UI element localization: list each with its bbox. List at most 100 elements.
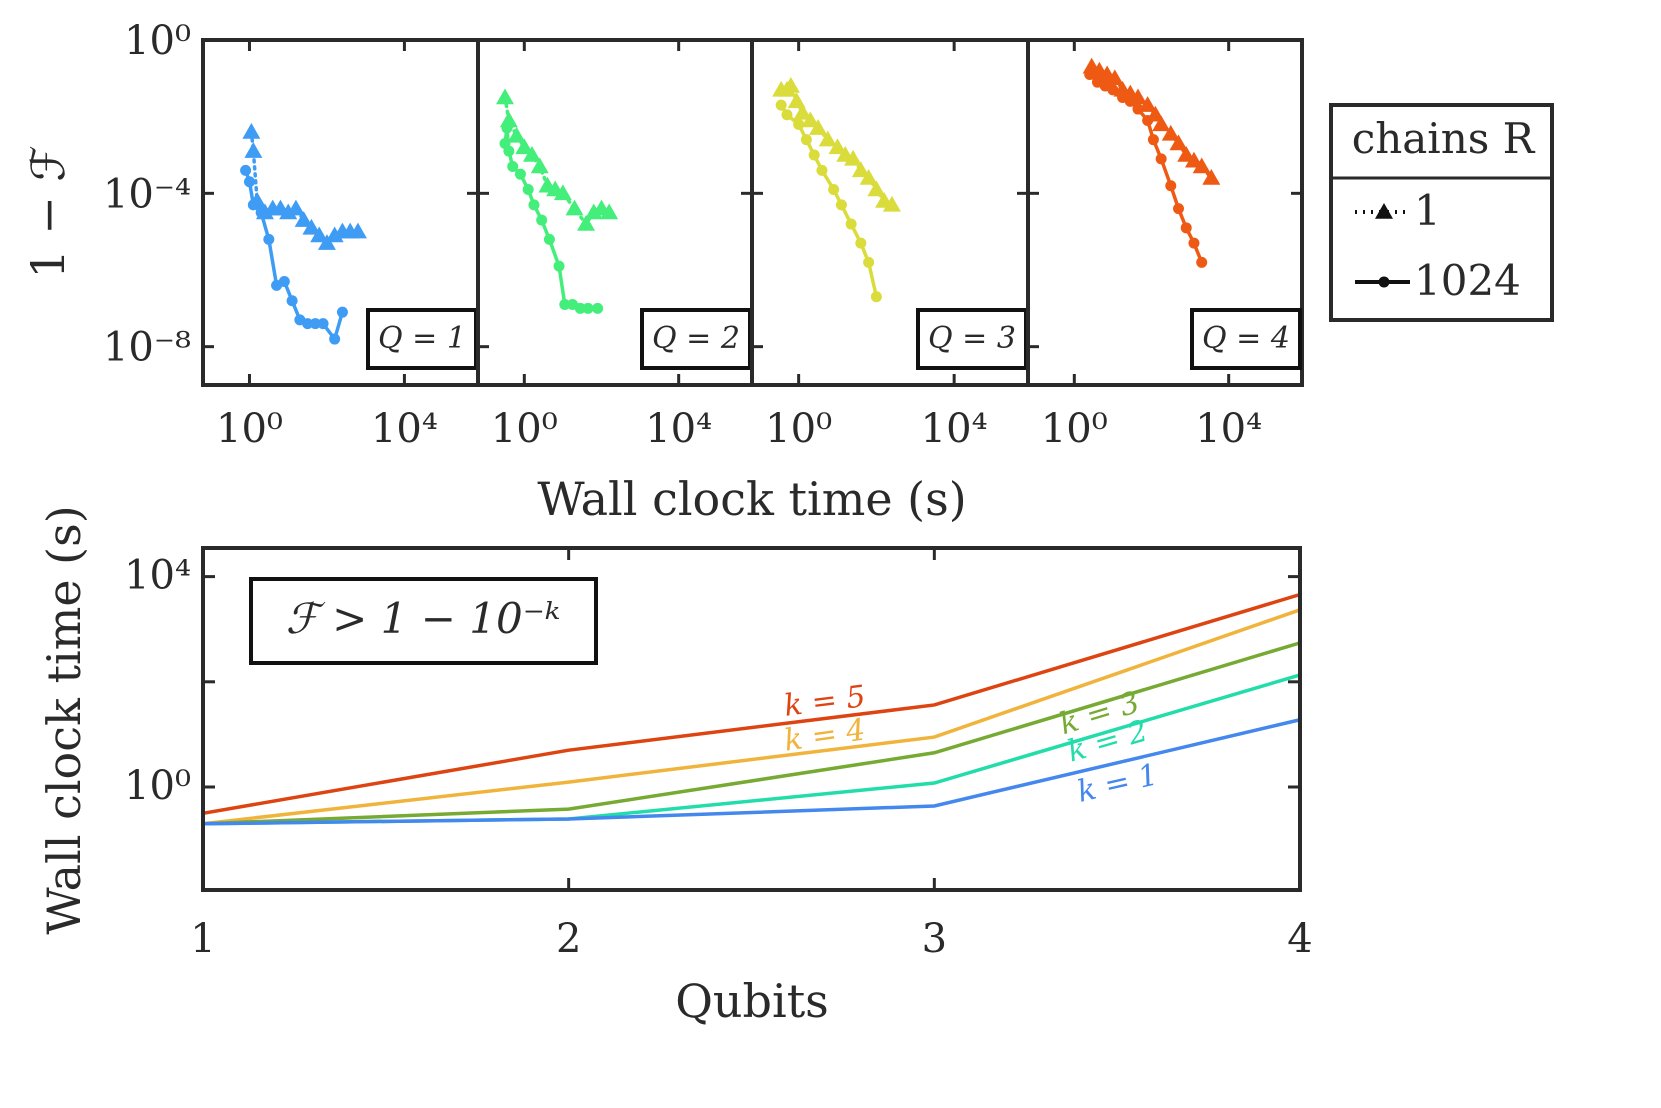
marker-triangle: [867, 180, 886, 197]
panel-annotation: Q = 1: [378, 321, 466, 356]
marker-triangle: [294, 211, 313, 227]
marker-triangle: [882, 195, 901, 212]
marker-circle: [1155, 153, 1167, 165]
marker-circle: [302, 318, 314, 330]
marker-triangle: [809, 119, 828, 135]
x-tick-label: 10⁰: [1041, 406, 1108, 452]
marker-triangle: [1202, 169, 1221, 185]
marker-circle: [592, 302, 604, 314]
marker-circle: [255, 207, 267, 219]
marker-circle: [816, 164, 828, 176]
marker-circle: [1378, 276, 1390, 288]
x-axis-label: Wall clock time (s): [537, 472, 966, 526]
y-tick-label: 10⁰: [124, 763, 191, 809]
marker-triangle: [1152, 115, 1171, 132]
marker-triangle: [577, 215, 596, 231]
plot-frame: [201, 546, 1302, 892]
annotation-box: [640, 308, 752, 370]
y-tick-label: 10⁰: [124, 18, 191, 64]
marker-triangle: [781, 76, 800, 93]
marker-triangle: [242, 123, 261, 139]
marker-triangle: [244, 142, 263, 158]
marker-circle: [1188, 237, 1200, 249]
marker-triangle: [530, 157, 549, 174]
x-tick-label: 10⁴: [371, 406, 438, 452]
marker-circle: [536, 214, 548, 226]
marker-circle: [501, 122, 513, 134]
marker-triangle: [286, 199, 305, 216]
legend-box: [1329, 103, 1554, 322]
marker-triangle: [844, 149, 863, 166]
marker-circle: [1165, 180, 1177, 192]
marker-triangle: [522, 146, 541, 162]
marker-circle: [775, 99, 787, 111]
marker-circle: [1196, 256, 1208, 268]
marker-circle: [835, 199, 847, 211]
series-line: [243, 168, 345, 343]
y-tick-label: 10⁻⁸: [103, 325, 191, 371]
panel-annotation: Q = 2: [652, 321, 740, 356]
marker-triangle: [496, 88, 515, 105]
marker-triangle: [828, 138, 847, 155]
marker-circle: [507, 161, 519, 173]
marker-circle: [1147, 134, 1159, 146]
marker-triangle: [348, 222, 367, 239]
marker-circle: [286, 295, 298, 307]
marker-circle: [574, 302, 586, 314]
y-axis-label: 1 − ℱ: [21, 145, 75, 278]
marker-circle: [855, 237, 867, 249]
marker-triangle: [310, 226, 329, 243]
marker-circle: [1173, 203, 1185, 215]
marker-circle: [243, 176, 255, 188]
series-line: [202, 718, 1301, 826]
marker-circle: [317, 318, 329, 330]
x-tick-label: 4: [1287, 916, 1312, 962]
series-line: [202, 592, 1301, 816]
marker-circle: [528, 199, 540, 211]
series-line: [202, 608, 1301, 826]
marker-circle: [582, 302, 594, 314]
marker-circle: [522, 183, 534, 195]
marker-circle: [553, 260, 565, 272]
annotation-box: [1190, 308, 1302, 370]
legend-title: chains R: [1352, 114, 1536, 163]
x-tick-label: 2: [556, 916, 581, 962]
y-tick-label: 10⁻⁴: [103, 171, 191, 217]
panel-annotation: Q = 3: [928, 321, 1016, 356]
x-tick-label: 3: [922, 916, 947, 962]
marker-triangle: [787, 92, 806, 109]
marker-triangle: [1105, 69, 1124, 86]
marker-triangle: [565, 199, 584, 216]
marker-triangle: [1169, 134, 1188, 151]
legend-label: 1: [1414, 186, 1441, 235]
marker-circle: [1142, 115, 1154, 127]
marker-circle: [1084, 68, 1096, 80]
annotation-box: [916, 308, 1028, 370]
marker-circle: [559, 298, 571, 310]
marker-circle: [247, 199, 259, 211]
marker-circle: [503, 145, 515, 157]
marker-triangle: [851, 161, 870, 178]
marker-circle: [1180, 222, 1192, 234]
marker-circle: [870, 291, 882, 303]
marker-triangle: [553, 184, 572, 201]
marker-circle: [793, 118, 805, 130]
marker-circle: [263, 233, 275, 245]
marker-circle: [1132, 103, 1144, 115]
plot-frame: [1026, 38, 1304, 387]
marker-circle: [808, 149, 820, 161]
marker-circle: [845, 218, 857, 230]
marker-circle: [336, 306, 348, 318]
x-tick-label: 1: [190, 916, 215, 962]
x-tick-label: 10⁰: [491, 406, 558, 452]
annotation-box: [249, 577, 598, 665]
marker-triangle: [1375, 203, 1393, 219]
chart-annotation: ℱ > 1 − 10⁻ᵏ: [286, 594, 560, 643]
panel-annotation: Q = 4: [1202, 321, 1290, 356]
x-tick-label: 10⁰: [765, 406, 832, 452]
marker-triangle: [818, 130, 837, 147]
marker-circle: [514, 168, 526, 180]
marker-triangle: [1192, 157, 1211, 174]
marker-circle: [278, 276, 290, 288]
